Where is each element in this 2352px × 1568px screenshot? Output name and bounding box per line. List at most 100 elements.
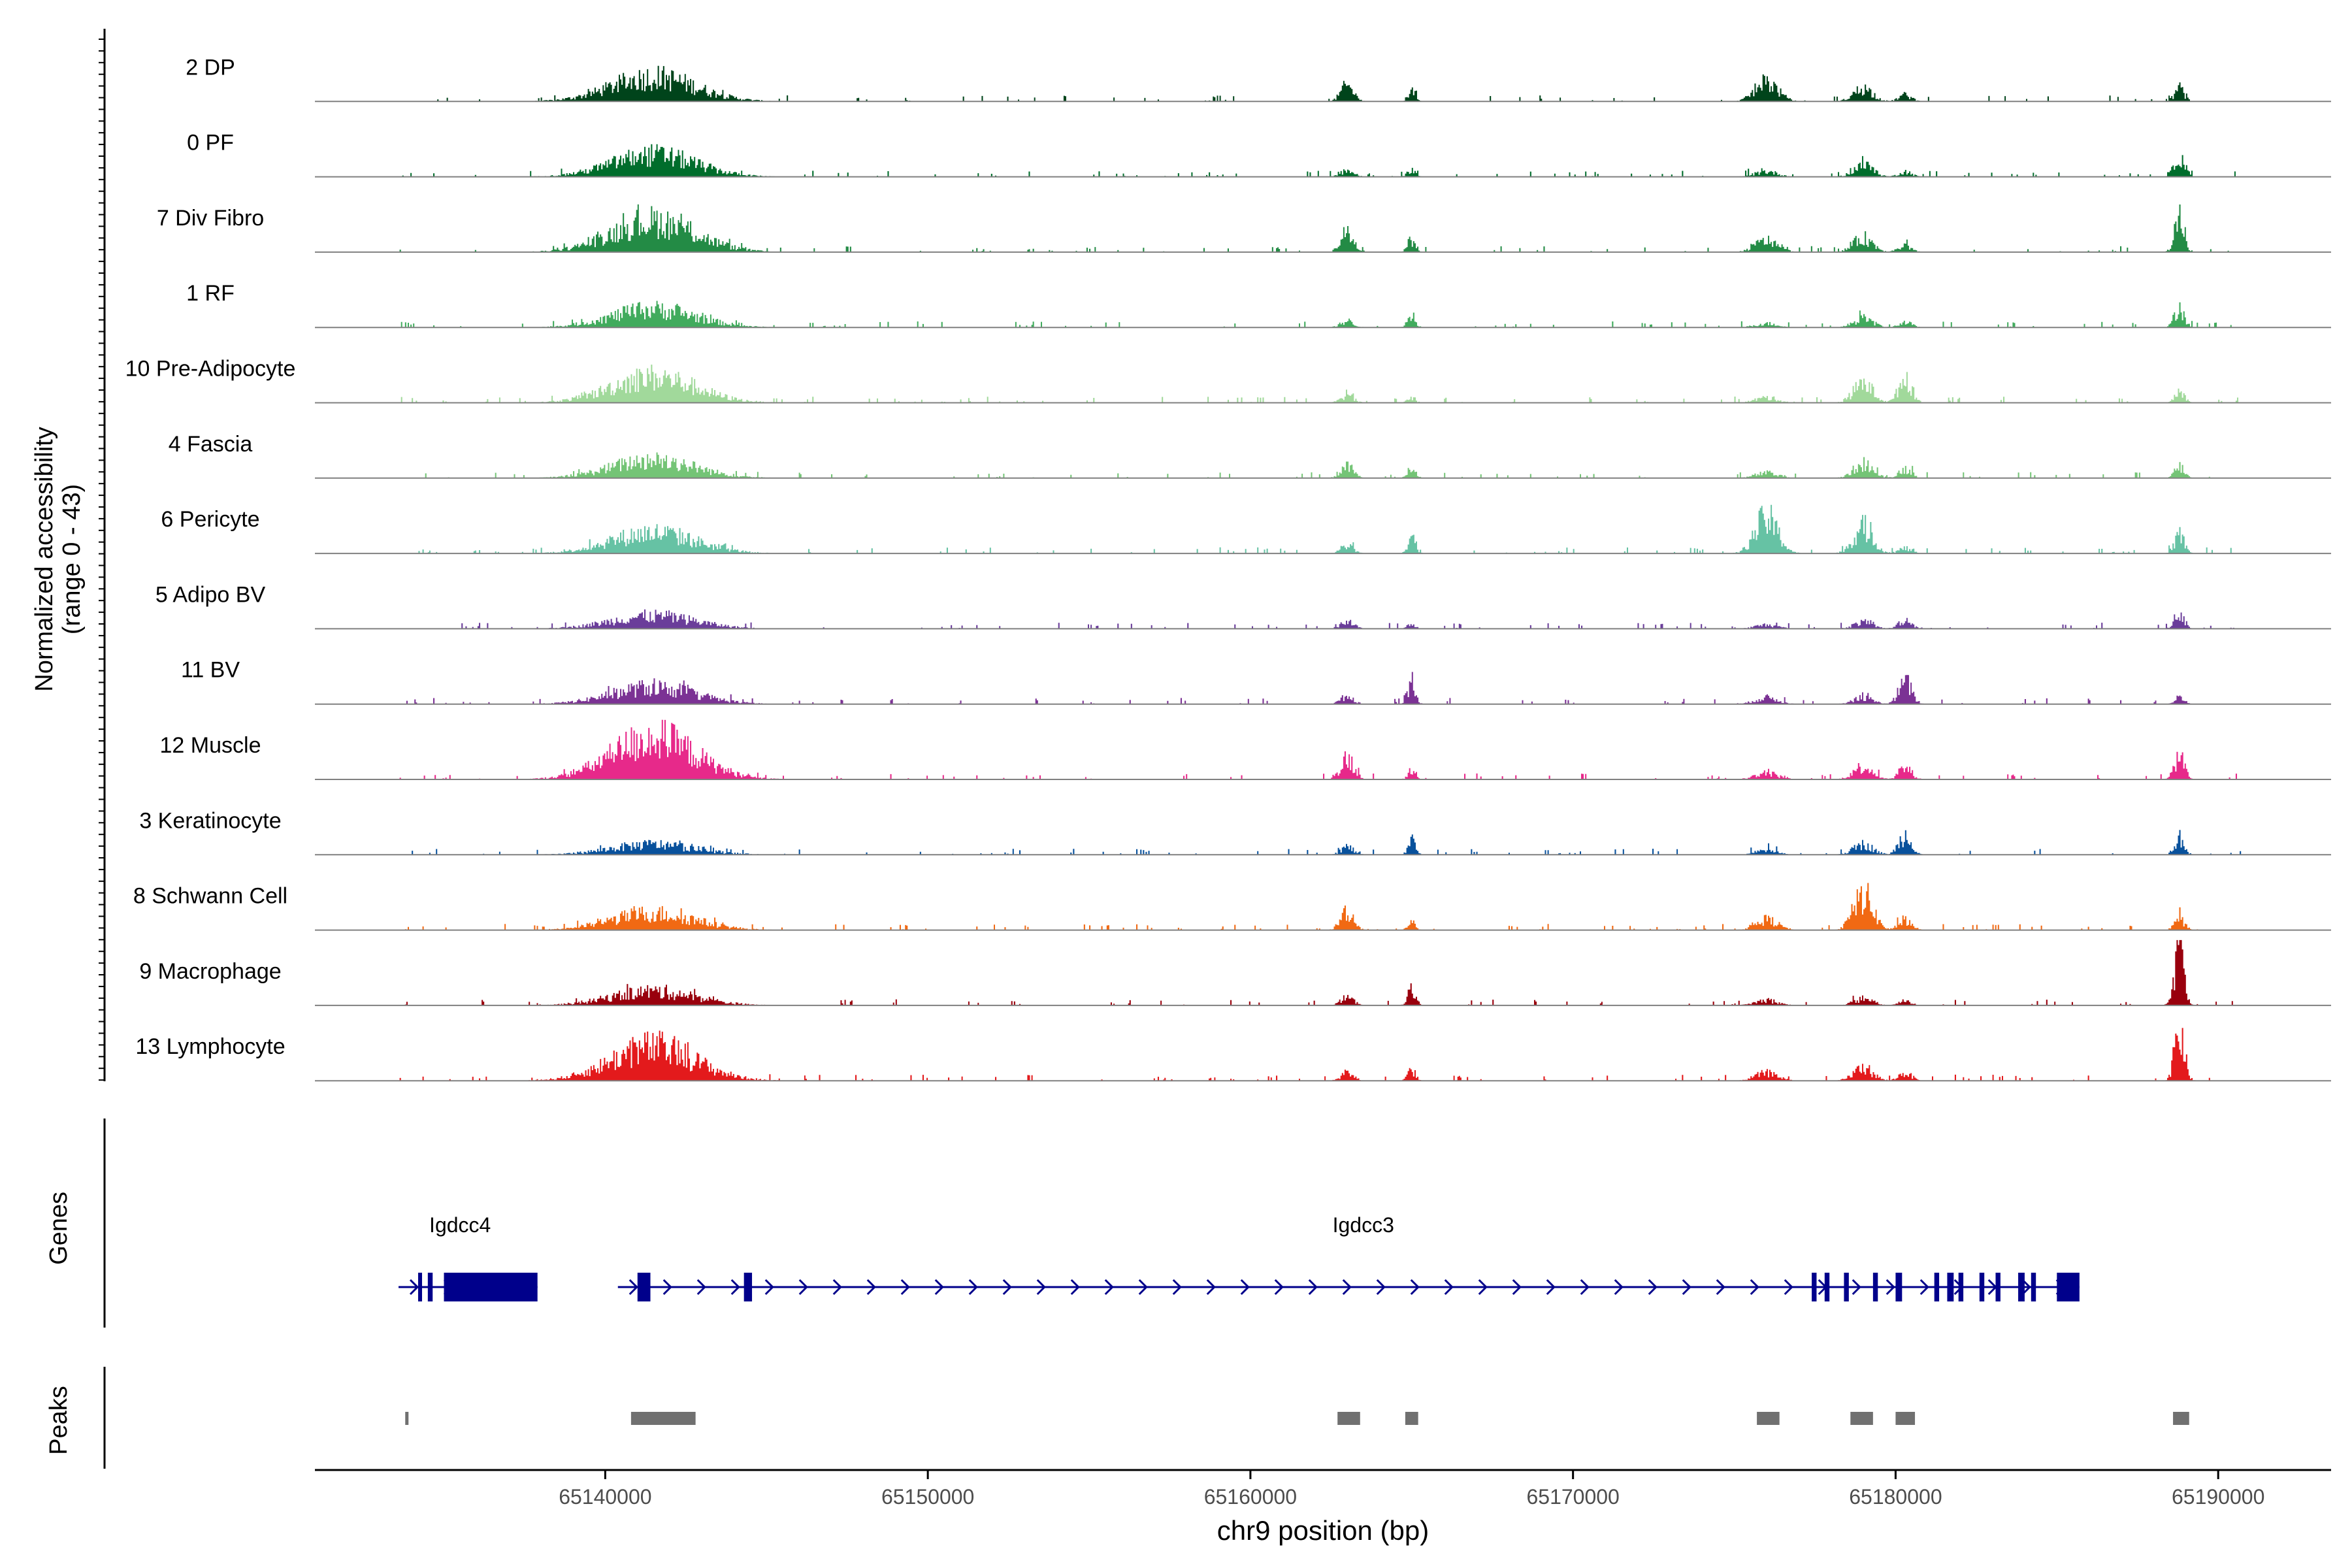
strand-arrow [934,1279,944,1296]
strand-arrow [1070,1279,1080,1296]
strand-arrow [730,1279,740,1296]
track-label: 11 BV [181,658,240,683]
strand-arrow [1002,1279,1012,1296]
track-label: 9 Macrophage [139,959,281,984]
strand-arrow [409,1279,419,1296]
strand-arrow [1444,1279,1454,1296]
peak-region [1405,1412,1418,1425]
strand-arrow [1919,1279,1929,1296]
track-label: 0 PF [187,131,234,155]
track-label: 1 RF [186,281,235,306]
strand-arrow [1240,1279,1250,1296]
track-label: 12 Muscle [160,733,261,758]
strand-arrow [1886,1279,1895,1296]
gene-exon [637,1273,651,1301]
gene-exon [1872,1273,1878,1301]
strand-arrow [832,1279,842,1296]
coverage-area [315,883,2331,930]
track-3-keratinocyte: 3 Keratinocyte [139,808,2331,856]
track-label: 10 Pre-Adipocyte [125,357,296,382]
strand-arrow [1682,1279,1691,1296]
track-12-muscle: 12 Muscle [160,719,2331,780]
coverage-area [315,609,2331,629]
strand-arrow [1206,1279,1216,1296]
gene-igdcc3: Igdcc3 [617,1213,2080,1301]
y-axis-label-line2: (range 0 - 43) [58,484,86,634]
strand-arrow [1648,1279,1658,1296]
track-5-adipo-bv: 5 Adipo BV [155,582,2331,630]
strand-arrow [1478,1279,1488,1296]
gene-label: Igdcc4 [429,1213,491,1237]
gene-exon [743,1273,753,1301]
strand-arrow [1342,1279,1352,1296]
strand-arrow [1614,1279,1624,1296]
strand-arrow [662,1279,672,1296]
coverage-area [315,452,2331,478]
track-label: 5 Adipo BV [155,582,266,607]
strand-arrow [1852,1279,1861,1296]
track-6-pericyte: 6 Pericyte [161,504,2331,555]
strand-arrow [798,1279,808,1296]
coverage-area [315,939,2331,1005]
coverage-area [315,672,2331,704]
coverage-tracks: 2 DP 0 PF 7 Div Fibro 1 RF 10 Pre-Adipocyte 4… [125,55,2331,1082]
coverage-area [315,1028,2331,1081]
track-1-rf: 1 RF [186,281,2331,329]
x-tick-label: 65180000 [1849,1485,1942,1509]
coverage-area [315,719,2331,779]
strand-arrow [1580,1279,1590,1296]
gene-exon [1947,1273,1954,1301]
track-label: 4 Fascia [169,432,253,457]
strand-arrow [1036,1279,1046,1296]
peak-region [1895,1412,1916,1425]
gene-exon [2018,1273,2025,1301]
coverage-area [315,144,2331,177]
peaks-label: Peaks [45,1386,73,1455]
track-2-dp: 2 DP [186,55,2331,103]
coverage-area [315,504,2331,554]
coverage-area [315,365,2331,403]
peak-region [2173,1412,2189,1425]
x-tick-label: 65150000 [881,1485,974,1509]
strand-arrow [1104,1279,1114,1296]
gene-exon [2057,1273,2080,1301]
peak-region [405,1412,409,1425]
gene-exon [444,1273,538,1301]
coverage-area [315,830,2331,855]
strand-arrow [1546,1279,1556,1296]
strand-arrow [696,1279,706,1296]
track-label: 2 DP [186,55,235,80]
gene-exon [1824,1273,1830,1301]
strand-arrow [866,1279,876,1296]
strand-arrow [2021,1279,2031,1296]
track-9-macrophage: 9 Macrophage [139,939,2331,1006]
strand-arrow [1308,1279,1318,1296]
gene-exon [1844,1273,1849,1301]
x-axis-title: chr9 position (bp) [1217,1515,1429,1546]
track-label: 6 Pericyte [161,507,259,532]
strand-arrow [629,1279,638,1296]
x-tick-label: 65170000 [1526,1485,1619,1509]
gene-label: Igdcc3 [1333,1213,1394,1237]
peak-region [1337,1412,1360,1425]
gene-exon [2031,1273,2036,1301]
coverage-area [315,65,2331,102]
x-tick-label: 65140000 [559,1485,651,1509]
peak-region [1757,1412,1780,1425]
gene-annotation-track: Igdcc4 Igdcc3 [103,1119,2080,1328]
strand-arrow [968,1279,978,1296]
track-label: 7 Div Fibro [157,206,264,231]
gene-igdcc4: Igdcc4 [399,1213,538,1301]
gene-exon [1934,1273,1940,1301]
genes-label: Genes [45,1192,73,1265]
peak-region [1850,1412,1873,1425]
strand-arrow [1410,1279,1420,1296]
track-label: 8 Schwann Cell [133,884,287,909]
track-4-fascia: 4 Fascia [169,432,2331,479]
x-tick-label: 65190000 [2172,1485,2264,1509]
track-8-schwann-cell: 8 Schwann Cell [133,883,2331,931]
y-axis-ticks [99,29,106,1081]
track-11-bv: 11 BV [181,658,2331,705]
gene-exon [1895,1273,1903,1301]
